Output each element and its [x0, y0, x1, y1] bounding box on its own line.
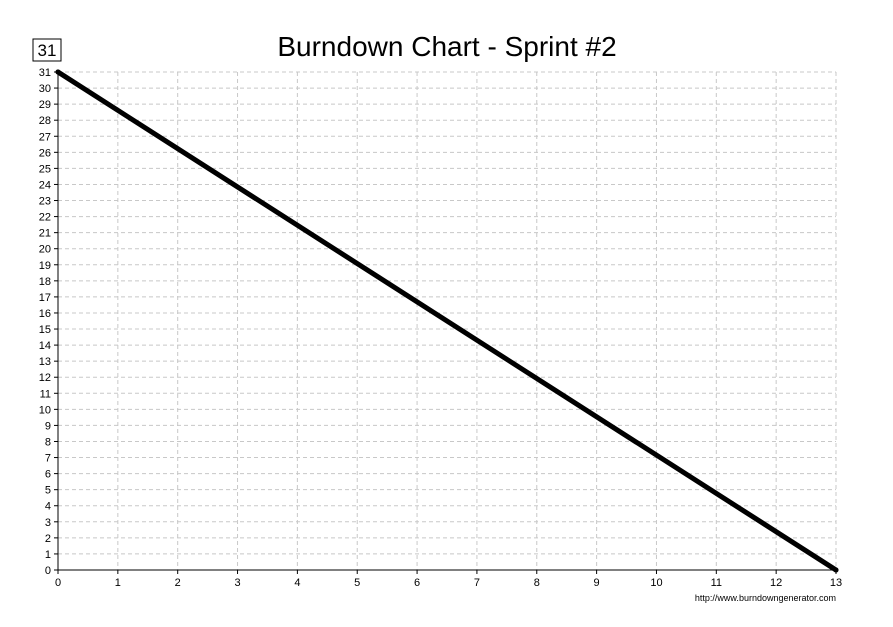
- x-axis-ticks: 0 1 2 3 4 5 6 7 8 9 10 11 12 13: [55, 570, 842, 589]
- y-tick-label-22: 22: [39, 212, 51, 224]
- x-tick-label-9: 9: [594, 577, 600, 589]
- y-tick-label-17: 17: [39, 292, 51, 304]
- y-tick-label-2: 2: [45, 533, 51, 545]
- footer-url: http://www.burndowngenerator.com: [695, 593, 836, 603]
- x-tick-label-12: 12: [770, 577, 782, 589]
- x-tick-label-10: 10: [650, 577, 662, 589]
- y-tick-label-16: 16: [39, 308, 51, 320]
- y-tick-label-30: 30: [39, 83, 51, 95]
- y-tick-label-13: 13: [39, 356, 51, 368]
- y-tick-label-11: 11: [40, 388, 51, 400]
- total-points-badge: 31: [32, 38, 62, 62]
- y-tick-label-18: 18: [39, 276, 51, 288]
- y-tick-label-7: 7: [45, 453, 51, 465]
- total-points-label: 31: [38, 41, 57, 60]
- y-tick-label-15: 15: [39, 324, 51, 336]
- y-tick-label-4: 4: [45, 501, 51, 513]
- x-tick-label-4: 4: [294, 577, 300, 589]
- y-tick-label-27: 27: [39, 131, 51, 143]
- x-tick-label-5: 5: [354, 577, 360, 589]
- y-tick-label-19: 19: [39, 260, 51, 272]
- y-tick-label-31: 31: [39, 67, 51, 79]
- total-points-box: [32, 38, 62, 62]
- y-tick-label-24: 24: [39, 179, 51, 191]
- x-tick-label-13: 13: [830, 577, 842, 589]
- data-point-0-0: [55, 69, 61, 75]
- grid: [58, 71, 837, 570]
- x-tick-label-1: 1: [115, 577, 121, 589]
- y-tick-label-0: 0: [45, 565, 51, 577]
- y-tick-label-12: 12: [39, 372, 51, 384]
- x-tick-label-0: 0: [55, 577, 61, 589]
- x-tick-label-8: 8: [534, 577, 540, 589]
- axes: [57, 72, 836, 571]
- y-tick-label-6: 6: [45, 469, 51, 481]
- y-tick-label-28: 28: [39, 115, 51, 127]
- y-tick-label-3: 3: [45, 517, 51, 529]
- data-point-0-1: [833, 567, 839, 573]
- y-tick-label-1: 1: [45, 549, 51, 561]
- y-tick-label-14: 14: [39, 340, 51, 352]
- y-tick-label-9: 9: [45, 420, 51, 432]
- series: [55, 69, 839, 573]
- y-tick-label-25: 25: [39, 163, 51, 175]
- y-tick-label-23: 23: [39, 196, 51, 208]
- x-tick-label-3: 3: [234, 577, 240, 589]
- y-tick-label-5: 5: [45, 485, 51, 497]
- y-axis-ticks: 0123456789101112131415161718192021222324…: [39, 67, 58, 577]
- y-tick-label-8: 8: [45, 436, 51, 448]
- x-tick-label-2: 2: [175, 577, 181, 589]
- y-tick-label-10: 10: [39, 404, 51, 416]
- y-tick-label-29: 29: [39, 99, 51, 111]
- x-tick-label-11: 11: [711, 577, 722, 589]
- x-tick-label-6: 6: [414, 577, 420, 589]
- chart-title: Burndown Chart - Sprint #2: [277, 31, 616, 62]
- x-tick-label-7: 7: [474, 577, 480, 589]
- y-tick-label-26: 26: [39, 147, 51, 159]
- y-tick-label-21: 21: [39, 228, 51, 240]
- burndown-line-0: [55, 69, 839, 573]
- y-tick-label-20: 20: [39, 244, 51, 256]
